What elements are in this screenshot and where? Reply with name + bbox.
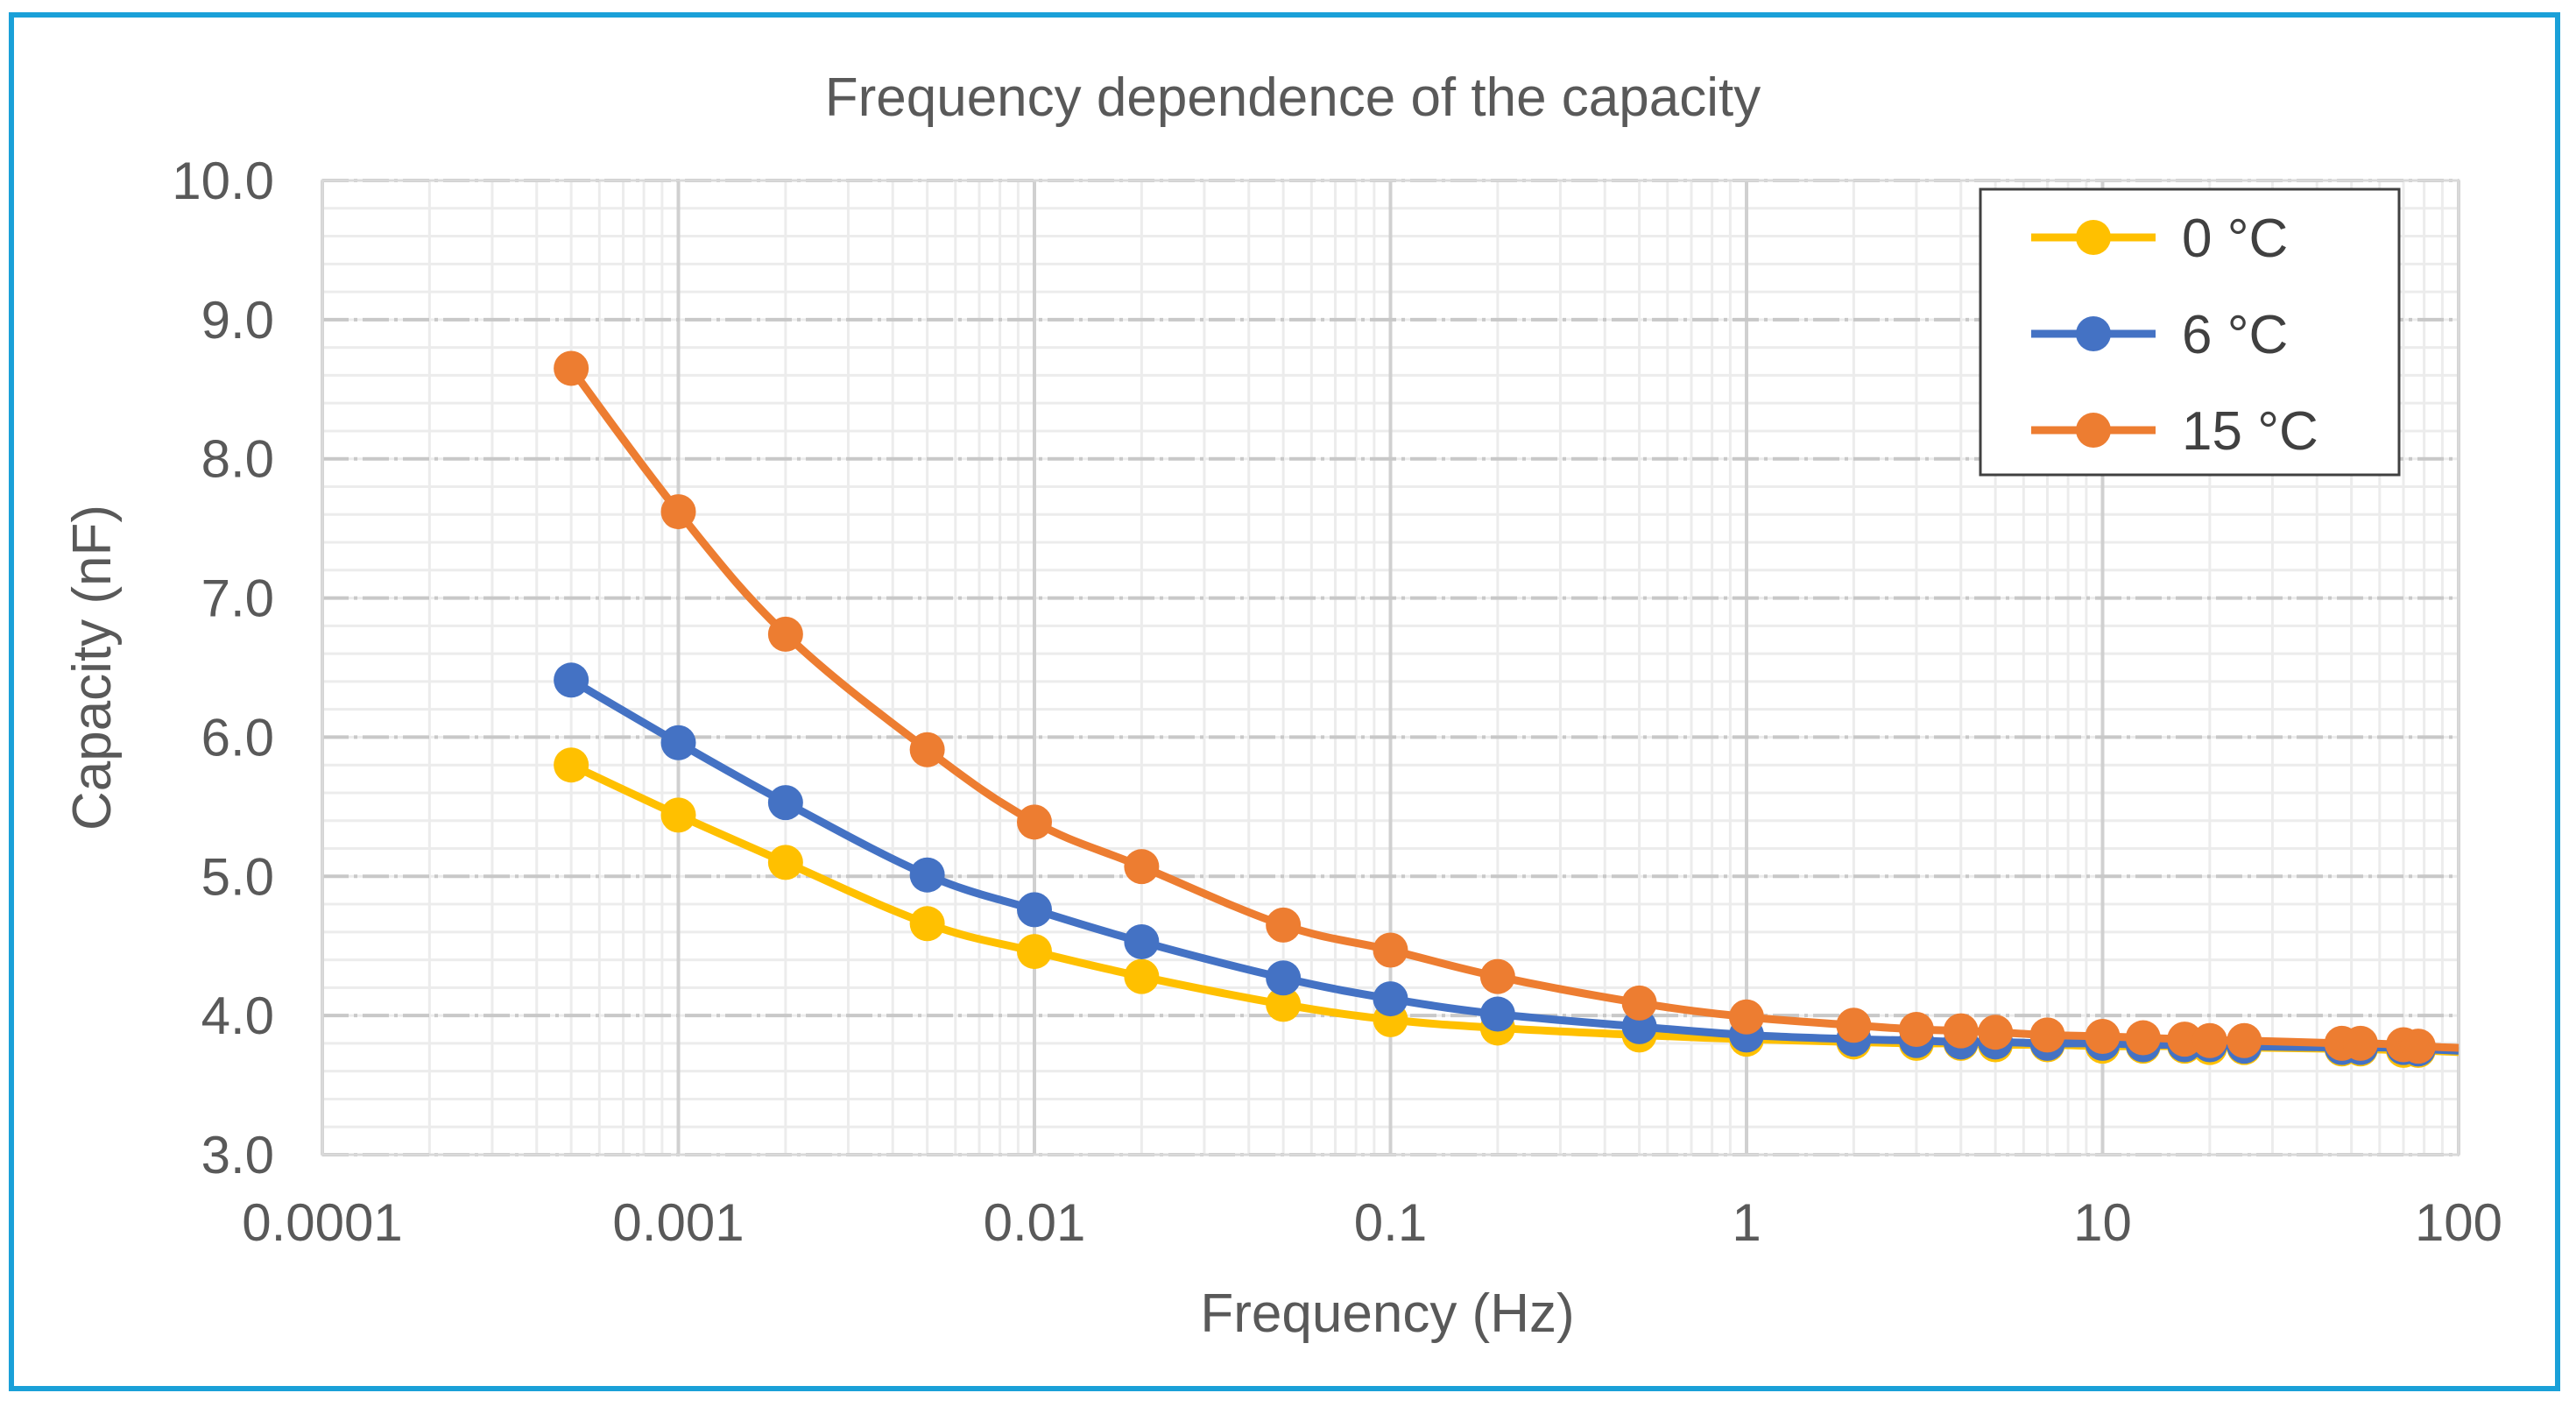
legend: 0 °C 6 °C 15 °C (1979, 187, 2401, 477)
y-tick-label: 6.0 (201, 708, 274, 767)
data-point (1017, 934, 1052, 970)
data-point (1124, 849, 1160, 885)
data-point (554, 662, 589, 698)
chart-title: Frequency dependence of the capacity (825, 67, 1761, 128)
data-point (1017, 892, 1052, 928)
y-tick-label: 7.0 (201, 569, 274, 628)
data-point (2085, 1018, 2121, 1054)
y-tick-label: 9.0 (201, 291, 274, 350)
x-tick-label: 100 (2415, 1193, 2502, 1252)
y-tick-label: 3.0 (201, 1126, 274, 1184)
legend-marker (2076, 316, 2111, 351)
x-tick-label: 0.01 (984, 1193, 1086, 1252)
data-point (2125, 1020, 2161, 1056)
data-point (909, 906, 945, 942)
chart: Frequency dependence of the capacity 3.0… (62, 67, 2502, 1344)
data-point (1266, 960, 1302, 996)
y-tick-label: 5.0 (201, 847, 274, 906)
data-point (554, 350, 589, 386)
data-point (660, 494, 696, 530)
data-point (1943, 1013, 1979, 1049)
legend-label: 15 °C (2182, 401, 2318, 462)
data-point (2342, 1025, 2378, 1061)
x-tick-label: 0.001 (612, 1193, 744, 1252)
data-point (2227, 1022, 2262, 1058)
legend-marker (2076, 413, 2111, 448)
data-point (1898, 1012, 1934, 1048)
y-tick-label: 10.0 (172, 152, 274, 210)
series-line (569, 761, 2460, 1057)
series-1 (554, 662, 2460, 1067)
data-point (767, 785, 803, 821)
data-point (1373, 932, 1408, 968)
legend-marker (2076, 220, 2111, 255)
data-point (1017, 804, 1052, 840)
data-point (1729, 999, 1764, 1035)
plot-area-border (321, 179, 2460, 1156)
data-point (1836, 1008, 1872, 1043)
data-point (2400, 1029, 2436, 1064)
data-point (1978, 1015, 2014, 1050)
data-point (1373, 981, 1408, 1017)
data-point (660, 797, 696, 833)
data-point (909, 732, 945, 767)
data-point (554, 747, 589, 783)
data-point (1266, 986, 1302, 1022)
data-point (2191, 1022, 2227, 1058)
data-point (1621, 985, 1657, 1021)
x-tick-label: 0.1 (1354, 1193, 1427, 1252)
data-point (909, 857, 945, 893)
y-tick-label: 4.0 (201, 986, 274, 1045)
x-axis-title: Frequency (Hz) (1200, 1283, 1574, 1344)
data-point (660, 725, 696, 760)
y-axis-title: Capacity (nF) (62, 505, 123, 831)
data-point (1124, 958, 1160, 994)
series-2 (554, 350, 2460, 1064)
legend-label: 0 °C (2182, 209, 2288, 269)
series-layer (554, 350, 2460, 1068)
x-tick-label: 1 (1732, 1193, 1761, 1252)
data-point (1266, 907, 1302, 943)
x-axis-tick-labels: 0.0001 0.001 0.01 0.1 1 10 100 (242, 1193, 2502, 1252)
data-point (767, 616, 803, 652)
data-point (1479, 996, 1515, 1032)
data-point (1124, 923, 1160, 959)
data-point (1479, 958, 1515, 994)
x-tick-label: 0.0001 (242, 1193, 403, 1252)
x-tick-label: 10 (2073, 1193, 2132, 1252)
data-point (767, 845, 803, 880)
chart-frame: Frequency dependence of the capacity 3.0… (9, 12, 2560, 1391)
y-axis-tick-labels: 3.0 4.0 5.0 6.0 7.0 8.0 9.0 10.0 (172, 152, 274, 1184)
data-point (2029, 1017, 2065, 1053)
y-tick-label: 8.0 (201, 430, 274, 489)
legend-label: 6 °C (2182, 305, 2288, 365)
data-point (2167, 1022, 2203, 1057)
